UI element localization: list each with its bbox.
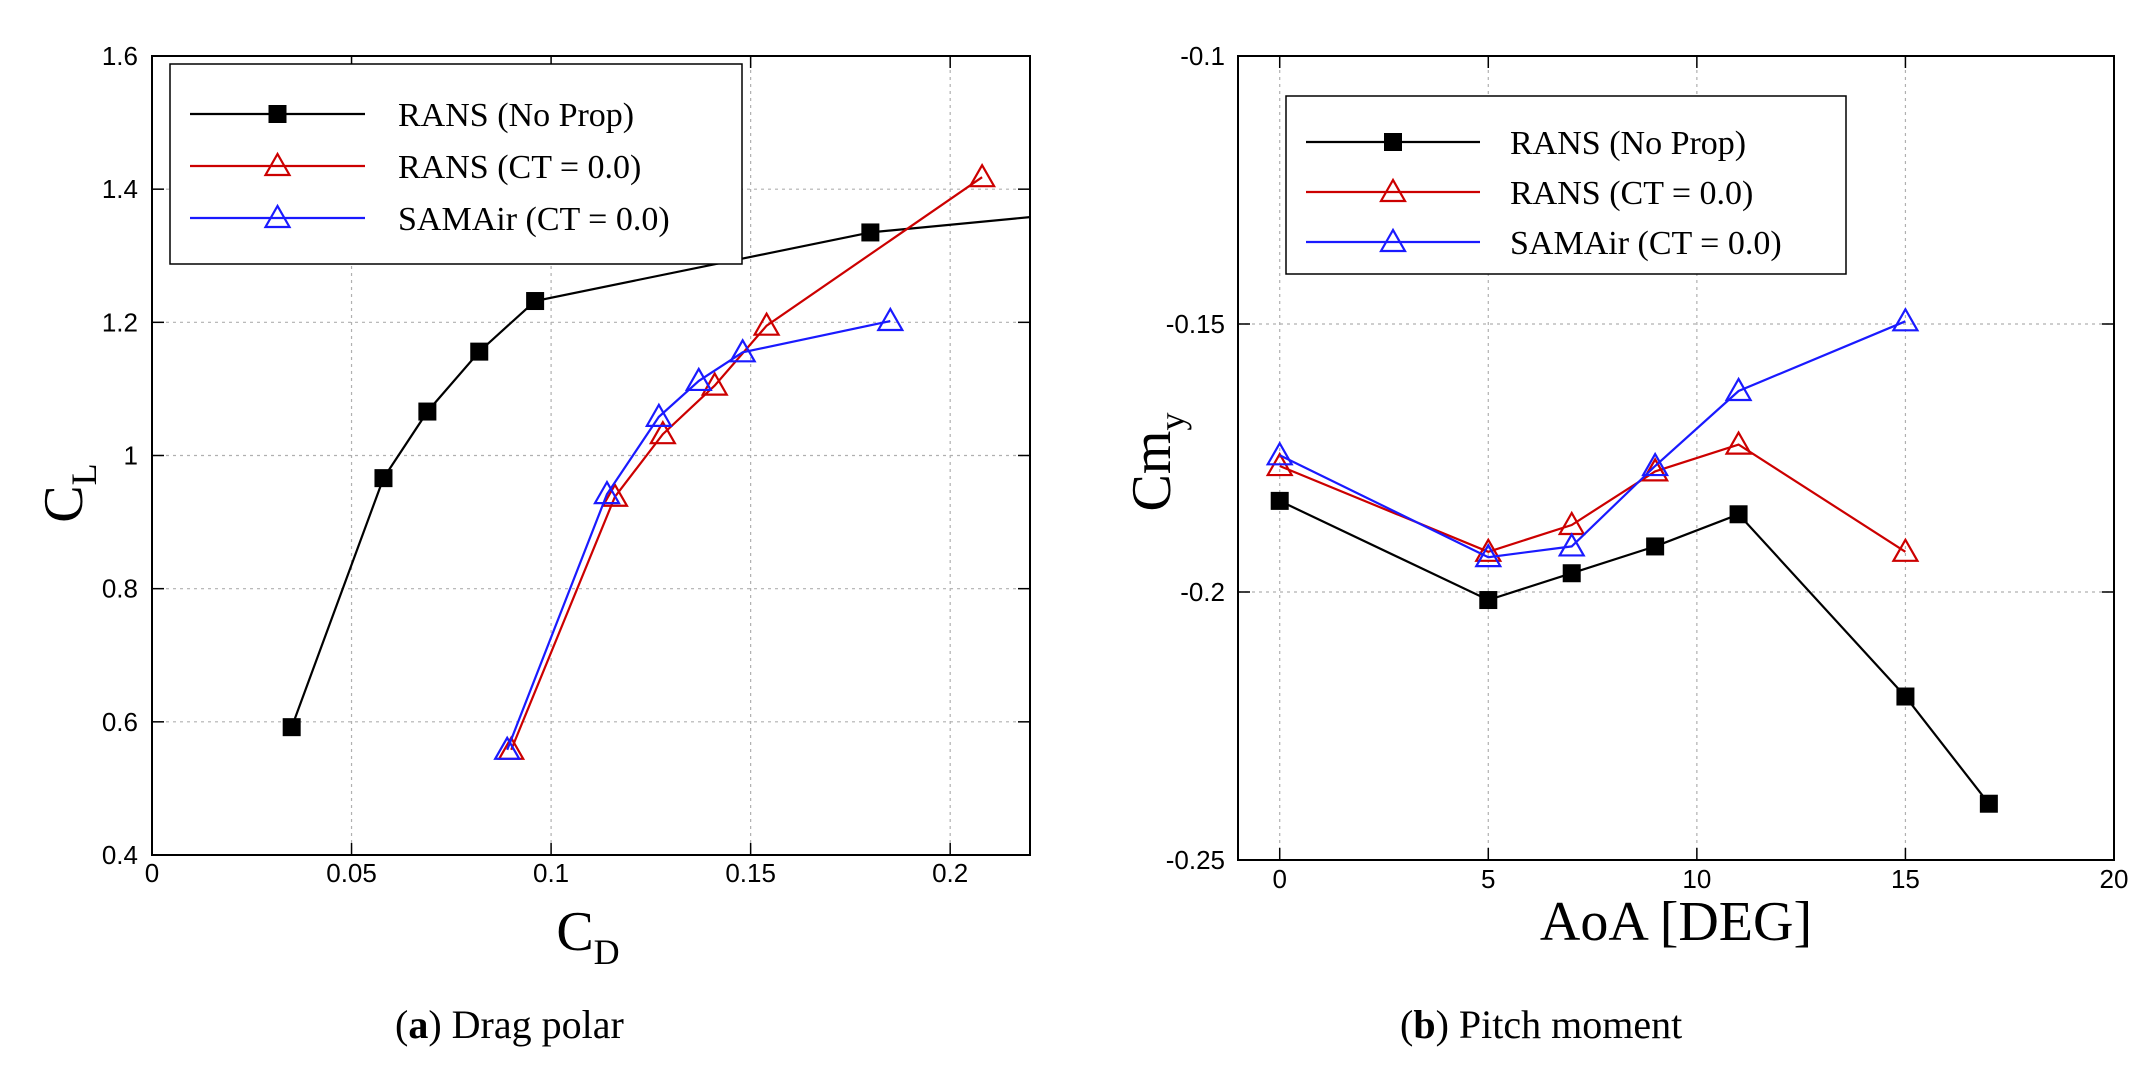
legend-label: RANS (CT = 0.0): [398, 149, 641, 186]
y-tick-label: 0.4: [102, 840, 138, 870]
x-tick-label: 0.2: [932, 858, 968, 888]
legend-marker: [263, 151, 292, 177]
series-line-1: [290, 231, 871, 728]
data-point-series-2: [1474, 537, 1503, 562]
y-axis-title: CL: [33, 463, 104, 522]
x-tick-label: 0.15: [725, 858, 776, 888]
data-point-series-1: [1646, 537, 1665, 556]
x-axis-title: AoA [DEG]: [1540, 891, 1812, 953]
data-point-series-3: [1891, 307, 1920, 332]
data-point-series-3: [1474, 542, 1503, 568]
data-point-series-2: [968, 162, 997, 188]
legend-marker: [263, 203, 292, 229]
data-point-series-2: [1557, 510, 1586, 536]
data-point-series-1: [282, 718, 301, 737]
data-point-series-3: [684, 366, 713, 392]
data-point-series-3: [1641, 451, 1670, 477]
x-tick-label: 0: [145, 858, 159, 888]
legend-label: SAMAir (CT = 0.0): [1510, 225, 1782, 262]
x-tick-label: 10: [1682, 864, 1711, 894]
data-point-series-3: [593, 479, 621, 505]
data-point-series-3: [1557, 532, 1586, 557]
y-tick-label: 1.6: [102, 41, 138, 71]
x-axis-title: CD: [556, 901, 619, 972]
data-point-series-2: [601, 482, 629, 507]
y-tick-label: 1.4: [102, 174, 138, 204]
data-point-series-1: [1729, 505, 1748, 524]
data-point-series-2: [700, 371, 729, 396]
plot-area-a: [282, 162, 1030, 760]
caption-b: (b) Pitch moment: [1400, 1002, 1682, 1047]
x-tick-label: 20: [2100, 864, 2129, 894]
y-tick-label: 1.2: [102, 307, 138, 337]
legend-marker: [1379, 177, 1407, 203]
series-line-extension: [870, 216, 1030, 234]
data-point-series-1: [1979, 794, 1998, 813]
data-point-series-1: [1896, 687, 1915, 706]
x-tick-label: 0.05: [326, 858, 377, 888]
data-point-series-3: [1724, 376, 1753, 402]
chart-panel-b: 0 5 10 15 20 -0.25 -0.2 -0.15 -0.1 RANS (No Prop)…: [1121, 41, 2128, 1047]
data-point-series-1: [1479, 591, 1498, 610]
x-tick-label: 0.1: [533, 858, 569, 888]
legend: RANS (No Prop) RANS (CT = 0.0) SAMAir (CT …: [1285, 95, 1847, 275]
y-tick-label: -0.2: [1180, 577, 1225, 607]
data-point-series-1: [1270, 491, 1289, 510]
series-line-3: [1279, 320, 1906, 559]
y-tick-label: -0.15: [1166, 309, 1225, 339]
series-line-3: [506, 319, 891, 751]
y-tick-label: -0.1: [1180, 41, 1225, 71]
data-point-series-3: [493, 735, 522, 760]
chart-panel-a: 0 0.05 0.1 0.15 0.2 0.4 0.6 0.8 1 1.2 1.4 1.6 RANS (…: [33, 41, 1031, 1047]
data-point-series-2: [1641, 457, 1670, 482]
data-point-series-2: [648, 419, 677, 445]
data-point-series-3: [1265, 441, 1294, 466]
data-point-series-2: [752, 311, 781, 336]
legend: RANS (No Prop) RANS (CT = 0.0) SAMAir (CT …: [169, 63, 743, 265]
plot-frame: [151, 55, 1031, 856]
series-line-2: [510, 176, 983, 751]
y-tick-label: -0.25: [1166, 845, 1225, 875]
y-tick-label: 0.8: [102, 574, 138, 604]
data-point-series-1: [1562, 564, 1581, 583]
legend-marker: [1379, 227, 1407, 253]
legend-label: RANS (No Prop): [1510, 125, 1746, 162]
y-axis-title: Cmy: [1121, 413, 1192, 512]
legend-label: RANS (CT = 0.0): [1510, 175, 1753, 212]
data-point-series-1: [374, 469, 393, 488]
y-tick-label: 0.6: [102, 707, 138, 737]
data-point-series-3: [644, 402, 673, 427]
data-point-series-1: [418, 402, 437, 421]
data-point-series-1: [526, 292, 545, 311]
data-point-series-2: [1891, 537, 1920, 562]
data-point-series-2: [1724, 430, 1753, 455]
data-point-series-3: [876, 306, 905, 332]
legend-label: RANS (No Prop): [398, 97, 634, 134]
legend-box: [1285, 95, 1847, 275]
legend-marker: [1384, 133, 1402, 151]
data-point-series-1: [861, 223, 880, 242]
x-tick-label: 5: [1481, 864, 1495, 894]
plot-area-b: [1265, 307, 1998, 813]
y-tick-label: 1: [124, 441, 138, 471]
data-point-series-1: [470, 342, 489, 361]
legend-label: SAMAir (CT = 0.0): [398, 201, 670, 238]
caption-a: (a) Drag polar: [395, 1002, 624, 1047]
legend-marker: [268, 105, 287, 123]
plot-frame: [1237, 55, 2115, 861]
legend-box: [169, 63, 743, 265]
series-line-2: [1279, 443, 1906, 553]
series-line-1: [1279, 499, 1990, 805]
x-tick-label: 0: [1272, 864, 1286, 894]
data-point-series-3: [728, 338, 757, 363]
x-tick-label: 15: [1891, 864, 1920, 894]
